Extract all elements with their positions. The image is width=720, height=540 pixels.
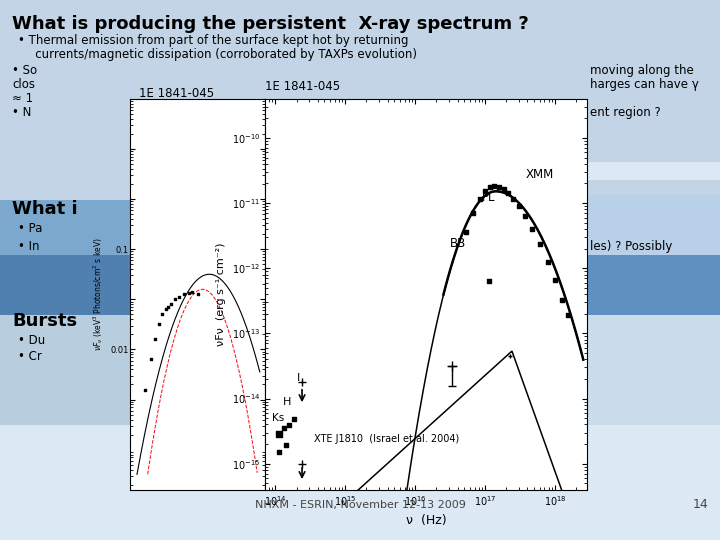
Point [157,310,168,319]
Bar [0,425,720,540]
Point [183,289,194,298]
Point [288,415,300,424]
Point [179,290,190,299]
Text: moving along the: moving along the [590,64,694,77]
Point [480,187,491,195]
Point [483,277,495,286]
Point [542,258,554,266]
Bar [580,195,720,255]
Point [474,194,485,203]
Point [557,295,568,304]
Point [284,420,295,429]
Y-axis label: $\nu F_\nu$ (keV$^3$ Photons/cm$^2$ s keV): $\nu F_\nu$ (keV$^3$ Photons/cm$^2$ s ke… [91,238,105,351]
Point [149,335,161,344]
Point [489,182,500,191]
Point [504,352,516,361]
Point [280,441,292,450]
Text: BB: BB [451,237,467,250]
Point [278,423,289,432]
Bar [0,200,720,255]
Point [273,448,284,456]
Point [140,385,151,394]
Point [160,305,171,314]
Point [186,287,198,296]
Text: XTE J1810  (Israel et al. 2004): XTE J1810 (Israel et al. 2004) [314,434,459,444]
Text: 1E 1841-045: 1E 1841-045 [140,86,215,100]
Bar [580,162,720,180]
Point [165,300,176,309]
Point [145,355,156,364]
Text: • Cr: • Cr [18,350,42,363]
Bar [580,255,720,315]
Text: Ks: Ks [272,413,284,423]
Text: PL: PL [482,191,495,204]
Text: • In: • In [18,240,40,253]
Text: H: H [282,397,291,407]
Text: Bursts: Bursts [12,312,77,330]
Point [519,212,531,220]
Text: clos: clos [12,78,35,91]
Y-axis label: νFν  (erg s⁻¹ cm⁻²): νFν (erg s⁻¹ cm⁻²) [216,242,226,346]
Text: ≈ 1: ≈ 1 [12,92,33,105]
Text: XMM: XMM [526,168,554,181]
Text: What i: What i [12,200,78,218]
Point [493,183,505,191]
Text: • N: • N [12,106,32,119]
Bar [0,255,720,315]
Text: • So: • So [12,64,37,77]
Bar [0,315,720,425]
Point [549,275,561,284]
Point [534,240,546,248]
Text: • Thermal emission from part of the surface kept hot by returning: • Thermal emission from part of the surf… [18,34,408,47]
Text: • Pa: • Pa [18,222,42,235]
Point [174,293,185,301]
Point [170,295,181,303]
Point [153,320,165,329]
Text: 1E 1841-045: 1E 1841-045 [265,80,340,93]
Point [503,188,514,197]
Bar [0,0,720,210]
Point [498,185,509,193]
Point [562,311,574,320]
Point [163,302,174,311]
Point [460,228,472,237]
Text: 14: 14 [692,498,708,511]
Text: harges can have γ: harges can have γ [590,78,699,91]
Bar [580,315,720,425]
Point [273,430,284,438]
Text: What is producing the persistent  X-ray spectrum ?: What is producing the persistent X-ray s… [12,15,528,33]
X-axis label: ν  (Hz): ν (Hz) [405,514,446,527]
Point [485,183,496,192]
Text: les) ? Possibly: les) ? Possibly [590,240,672,253]
Text: • Du: • Du [18,334,45,347]
Point [467,208,479,217]
Text: ent region ?: ent region ? [590,106,661,119]
Point [526,225,538,233]
Text: currents/magnetic dissipation (corroborated by TAXPs evolution): currents/magnetic dissipation (corrobora… [24,48,417,61]
Point [513,202,525,211]
Point [192,290,203,299]
Text: I: I [297,373,300,383]
Point [508,194,519,203]
Text: NHXM - ESRIN, November 12-13 2009: NHXM - ESRIN, November 12-13 2009 [255,500,465,510]
